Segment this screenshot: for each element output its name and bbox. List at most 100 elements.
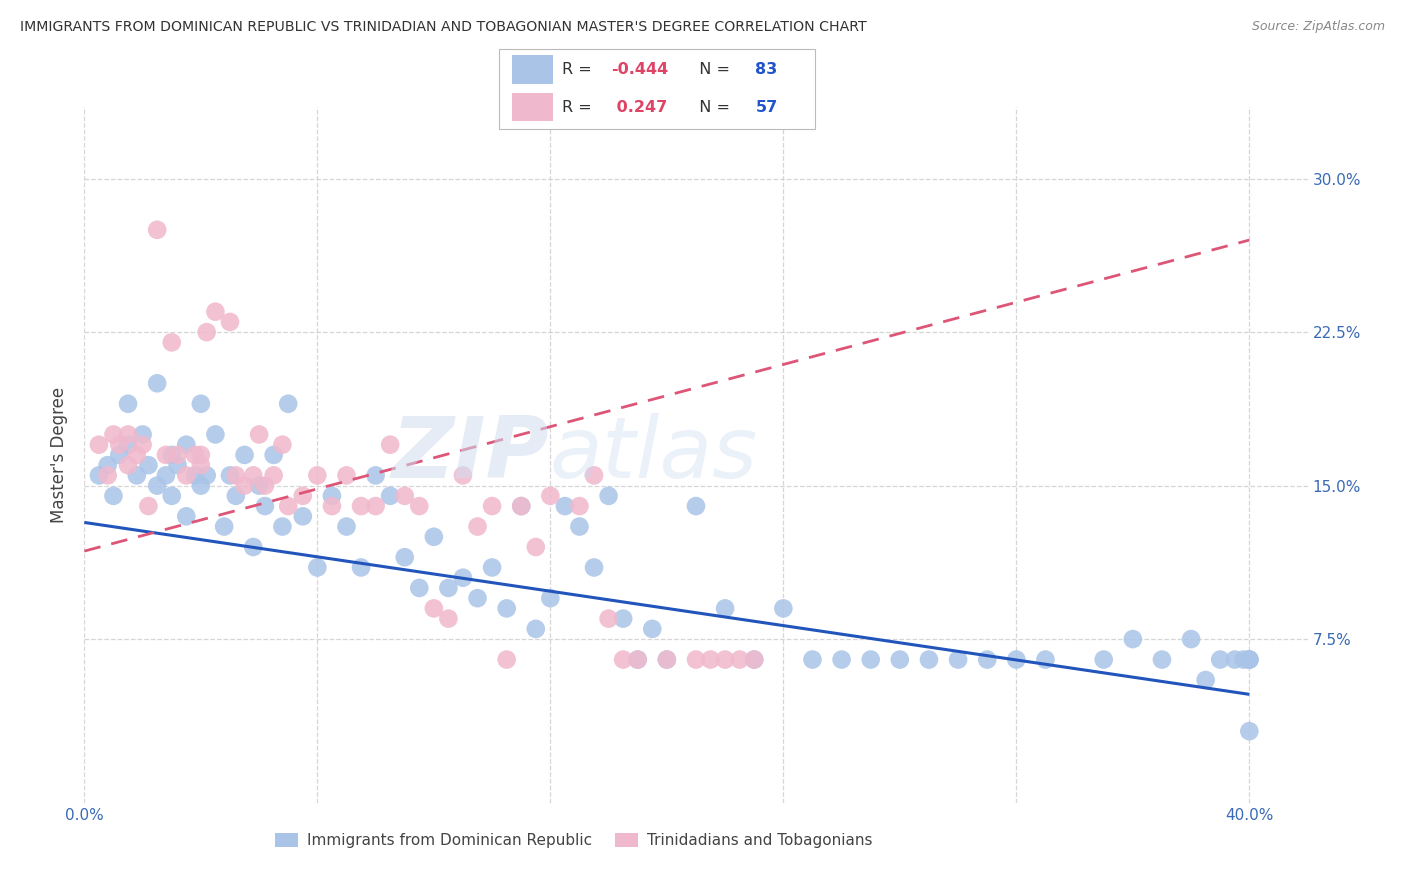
Point [97, 458, 120, 472]
Point [1209, 652, 1232, 666]
Point [146, 223, 169, 237]
Point [495, 652, 517, 666]
Point [103, 427, 125, 442]
Point [271, 519, 294, 533]
Point [364, 499, 387, 513]
Point [394, 489, 416, 503]
Point [160, 448, 183, 462]
Point [1005, 652, 1028, 666]
Point [190, 458, 212, 472]
Point [212, 519, 235, 533]
Text: 83: 83 [755, 62, 778, 77]
Point [568, 519, 591, 533]
Point [510, 499, 533, 513]
Point [247, 478, 270, 492]
Point [1035, 652, 1057, 666]
Point [627, 652, 650, 666]
FancyBboxPatch shape [499, 49, 815, 129]
Text: N =: N = [689, 100, 735, 115]
Point [263, 448, 285, 462]
Point [1195, 673, 1218, 687]
Point [350, 560, 373, 574]
Point [598, 612, 620, 626]
Point [277, 499, 299, 513]
Point [481, 560, 503, 574]
Point [772, 601, 794, 615]
Point [437, 612, 460, 626]
Point [138, 458, 160, 472]
Point [242, 468, 264, 483]
Point [598, 489, 620, 503]
Point [138, 499, 160, 513]
Point [291, 489, 314, 503]
Point [219, 468, 242, 483]
Point [859, 652, 882, 666]
Point [125, 448, 148, 462]
Point [538, 591, 561, 606]
Point [225, 489, 247, 503]
Point [612, 612, 634, 626]
Point [195, 325, 218, 339]
Point [1239, 652, 1261, 666]
Point [801, 652, 824, 666]
Point [641, 622, 664, 636]
Text: R =: R = [562, 100, 598, 115]
Point [242, 540, 264, 554]
Point [583, 468, 606, 483]
Point [364, 468, 387, 483]
Point [394, 550, 416, 565]
Point [451, 468, 474, 483]
Point [247, 427, 270, 442]
Point [335, 468, 357, 483]
Point [495, 601, 517, 615]
Point [889, 652, 911, 666]
Text: ZIP: ZIP [391, 413, 550, 497]
Point [160, 335, 183, 350]
Point [233, 448, 256, 462]
FancyBboxPatch shape [512, 94, 553, 121]
Point [174, 509, 197, 524]
Point [117, 397, 139, 411]
Text: atlas: atlas [550, 413, 758, 497]
Text: IMMIGRANTS FROM DOMINICAN REPUBLIC VS TRINIDADIAN AND TOBAGONIAN MASTER'S DEGREE: IMMIGRANTS FROM DOMINICAN REPUBLIC VS TR… [20, 20, 866, 34]
Point [190, 448, 212, 462]
Point [627, 652, 650, 666]
Point [655, 652, 678, 666]
Legend: Immigrants from Dominican Republic, Trinidadians and Tobagonians: Immigrants from Dominican Republic, Trin… [269, 827, 879, 855]
Point [97, 468, 120, 483]
Point [831, 652, 853, 666]
Point [583, 560, 606, 574]
Point [307, 468, 329, 483]
Point [131, 427, 153, 442]
Point [233, 478, 256, 492]
Point [423, 530, 446, 544]
Point [195, 468, 218, 483]
Point [103, 489, 125, 503]
Point [166, 458, 188, 472]
Point [451, 571, 474, 585]
Point [117, 427, 139, 442]
Point [166, 448, 188, 462]
Point [481, 499, 503, 513]
Point [204, 427, 226, 442]
Point [160, 489, 183, 503]
Point [1223, 652, 1246, 666]
Point [125, 468, 148, 483]
Point [321, 489, 343, 503]
Point [568, 499, 591, 513]
Point [117, 438, 139, 452]
Point [742, 652, 765, 666]
Point [350, 499, 373, 513]
Point [174, 438, 197, 452]
Text: R =: R = [562, 62, 598, 77]
Text: N =: N = [689, 62, 735, 77]
Point [190, 478, 212, 492]
Point [87, 438, 110, 452]
Point [1122, 632, 1144, 646]
Point [380, 438, 402, 452]
Point [117, 458, 139, 472]
Point [380, 489, 402, 503]
Point [1239, 652, 1261, 666]
Point [1180, 632, 1202, 646]
Point [204, 304, 226, 318]
